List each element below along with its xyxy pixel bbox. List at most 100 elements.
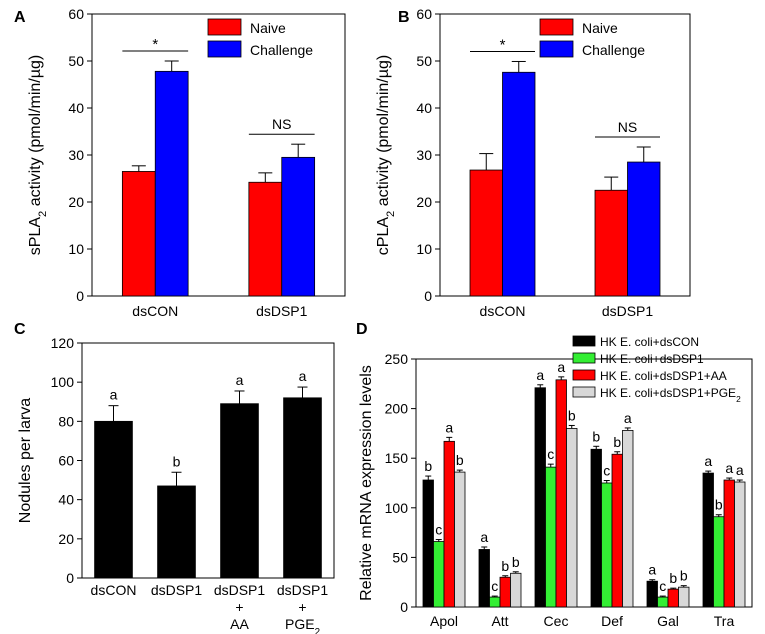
panel-c-x-tick-label: AA [230, 616, 249, 632]
panel-d-letter: b [501, 558, 509, 574]
panel-a-y-tick-label: 20 [68, 194, 84, 210]
panel-d-letter: b [456, 452, 464, 468]
panel-d-bar [433, 541, 445, 608]
panel-c-x-tick-label: PGE2 [285, 616, 320, 634]
panel-a-axes: 0 10 20 30 40 50 60 sPLA2 activity (pmol/min/µg… [27, 6, 346, 304]
panel-d-letter: a [704, 453, 712, 469]
panel-a-y-tick-label: 30 [68, 147, 84, 163]
panel-d-x-tick-label: Tra [714, 613, 735, 629]
panel-b-y-tick-label: 50 [416, 53, 432, 69]
panel-d-letter: c [435, 522, 442, 538]
panel-b-axes: 0 10 20 30 40 50 60 cPLA2 activity (pmol/min/µg… [375, 6, 691, 304]
panel-d-letter: a [624, 410, 632, 426]
panel-d: D 0 50 100 150 200 250 Relative mRNA expressio… [356, 321, 753, 629]
panel-c-y-axis-title: Nodules per larva [17, 398, 34, 524]
panel-d-legend-label: HK E. coli+dsDSP1+AA [600, 369, 727, 383]
panel-b-y-tick-label: 60 [416, 6, 432, 22]
panel-c-bar [157, 485, 196, 579]
panel-a-y-axis-title: sPLA2 activity (pmol/min/µg) [27, 55, 49, 255]
panel-d-x-tick-label: Apol [430, 613, 458, 629]
panel-c-y-tick-label: 120 [51, 335, 75, 351]
panel-d-letter: c [659, 578, 666, 594]
panel-a-y-tick-label: 10 [68, 241, 84, 257]
panel-c-letter: a [110, 387, 118, 403]
panel-a-y-tick-label: 60 [68, 6, 84, 22]
panel-a-bars: dsCON dsDSP1 [121, 60, 316, 319]
panel-d-bar [534, 387, 546, 608]
panel-c-x-tick-label: + [298, 599, 306, 615]
panel-d-letter: b [512, 554, 520, 570]
panel-b-y-axis-title: cPLA2 activity (pmol/min/µg) [375, 55, 397, 255]
panel-d-letter: a [648, 562, 656, 578]
panel-c-y-tick-label: 100 [51, 374, 75, 390]
panel-d-letter: a [480, 529, 488, 545]
panel-d-y-tick-label: 150 [385, 450, 409, 466]
panel-d-x-tick-label: Def [601, 613, 623, 629]
panel-b-significance-label: NS [618, 119, 637, 135]
panel-d-y-axis-title: Relative mRNA expression levels [358, 365, 375, 601]
panel-d-y-tick-label: 250 [385, 351, 409, 367]
panel-d-legend-swatch [572, 352, 596, 364]
panel-b-y-tick-label: 40 [416, 100, 432, 116]
panel-a-significance-label: NS [272, 116, 291, 132]
panel-a-significance: * NS [122, 36, 315, 135]
panel-b-y-tick-label: 20 [416, 194, 432, 210]
panel-d-letter: b [669, 570, 677, 586]
panel-c-letter: b [173, 453, 181, 469]
panel-d-bar [734, 481, 746, 608]
panel-c-y-tick-label: 40 [58, 492, 74, 508]
panel-b-legend-swatch [539, 18, 574, 36]
panel-c-x-tick-label: dsDSP1 [277, 582, 329, 598]
panel-d-bar [555, 379, 567, 608]
panel-c-bar [283, 397, 322, 579]
panel-b-label: B [398, 9, 410, 26]
panel-c-x-tick-label: + [235, 599, 243, 615]
panel-a-y-tick-label: 50 [68, 53, 84, 69]
panel-d-bar [443, 440, 455, 608]
panel-d-bar [478, 549, 490, 608]
panel-d-letter: b [715, 497, 723, 513]
panel-d-bar [489, 596, 501, 608]
panel-c-bar [94, 420, 133, 579]
panel-b-legend-swatch [539, 40, 574, 58]
panel-d-letter: c [603, 463, 610, 479]
panel-d-bar [622, 430, 634, 608]
panel-a-label: A [14, 9, 26, 26]
panel-a-x-tick-label: dsDSP1 [256, 303, 308, 319]
panel-b-y-tick-label: 0 [424, 288, 432, 304]
panel-a-y-tick-label: 40 [68, 100, 84, 116]
panel-d-x-tick-label: Cec [544, 613, 569, 629]
panel-c-y-tick-label: 80 [58, 413, 74, 429]
panel-a-x-tick-label: dsCON [132, 303, 178, 319]
panel-a-legend-label: Challenge [250, 42, 313, 58]
panel-b-legend: Naive Challenge [539, 18, 645, 58]
panel-d-letter: b [592, 428, 600, 444]
panel-b-bar-naive [594, 189, 628, 297]
panel-a-legend: Naive Challenge [207, 18, 313, 58]
panel-a-legend-label: Naive [250, 20, 286, 36]
panel-d-letter: a [736, 462, 744, 478]
panel-d-letter: c [491, 578, 498, 594]
panel-a-bar-naive [248, 181, 283, 297]
panel-c-x-tick-label: dsDSP1 [151, 582, 203, 598]
panel-b-bars: dsCON dsDSP1 [469, 60, 661, 319]
panel-d-y-tick-label: 50 [392, 549, 408, 565]
panel-d-letter: a [725, 460, 733, 476]
panel-d-bar [422, 479, 434, 608]
panel-c-y-tick-label: 20 [58, 531, 74, 547]
panel-d-legend-swatch [572, 335, 596, 347]
panel-b-bar-naive [469, 169, 503, 297]
panel-d-bar [510, 572, 522, 608]
panel-a: A 0 10 20 30 40 50 60 sPLA2 activity (pmol/min/… [14, 6, 346, 319]
panel-b-x-tick-label: dsCON [480, 303, 526, 319]
panel-d-legend-label: HK E. coli+dsCON [600, 335, 699, 349]
panel-d-y-tick-label: 100 [385, 500, 409, 516]
panel-c-letter: a [299, 368, 307, 384]
panel-c: C 0 20 40 60 80 100 120 Nodules per larva a dsCO… [14, 321, 335, 634]
panel-d-letter: b [613, 434, 621, 450]
panel-d-bar [713, 516, 725, 608]
panel-d-letter: b [680, 568, 688, 584]
panel-b-y-tick-label: 30 [416, 147, 432, 163]
panel-d-bar [611, 453, 623, 608]
